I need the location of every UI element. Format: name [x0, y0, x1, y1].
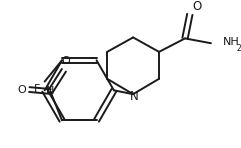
Text: 2: 2 [237, 44, 241, 53]
Text: O: O [61, 56, 70, 66]
Text: O: O [192, 0, 201, 13]
Text: O: O [17, 85, 26, 95]
Text: F: F [34, 84, 40, 94]
Text: N: N [130, 90, 138, 103]
Text: NH: NH [222, 37, 239, 47]
Text: N: N [46, 86, 55, 96]
